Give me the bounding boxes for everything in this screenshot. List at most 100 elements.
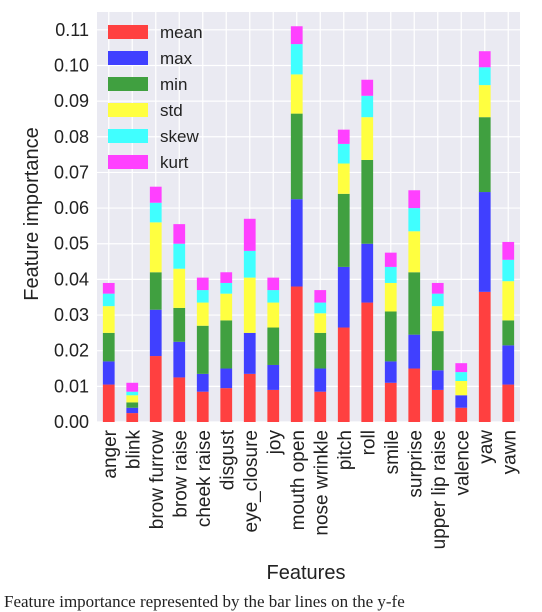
- bar-segment-skew-3: [173, 243, 186, 269]
- legend-label-min: min: [160, 75, 187, 94]
- bar-segment-std-4: [196, 302, 209, 326]
- x-tick-label: roll: [358, 430, 379, 455]
- y-tick-label: 0.06: [54, 198, 89, 218]
- x-tick-label: pitch: [335, 430, 356, 470]
- bar-segment-max-14: [431, 370, 444, 390]
- bar-segment-min-11: [361, 159, 374, 244]
- legend-label-max: max: [160, 49, 193, 68]
- bar-segment-max-5: [220, 368, 233, 389]
- bar-segment-mean-6: [243, 373, 256, 422]
- bar-segment-kurt-8: [290, 26, 303, 45]
- bar-segment-skew-12: [384, 266, 397, 283]
- bar-segment-min-13: [408, 272, 421, 335]
- legend: mean max min std skew kurt: [108, 23, 203, 172]
- x-tick-label: disgust: [217, 429, 238, 490]
- bar-segment-mean-17: [502, 384, 515, 422]
- bar-segment-mean-8: [290, 286, 303, 422]
- bar-segment-kurt-11: [361, 79, 374, 96]
- bar-segment-kurt-14: [431, 282, 444, 294]
- bar-segment-std-13: [408, 231, 421, 273]
- bar-segment-kurt-0: [102, 282, 115, 294]
- bar-segment-skew-2: [149, 202, 162, 223]
- bar-segment-mean-11: [361, 302, 374, 422]
- bar-segment-max-6: [243, 332, 256, 374]
- bar-segment-kurt-7: [267, 277, 280, 291]
- bar-segment-kurt-3: [173, 224, 186, 244]
- bar-segment-kurt-6: [243, 218, 256, 251]
- bar-segment-std-5: [220, 293, 233, 321]
- bar-segment-max-11: [361, 243, 374, 303]
- y-tick-label: 0.05: [54, 234, 89, 254]
- bar-segment-max-4: [196, 373, 209, 392]
- bar-segment-std-9: [314, 313, 327, 333]
- x-tick-label: anger: [100, 429, 121, 478]
- bar-segment-mean-2: [149, 356, 162, 422]
- bar-segment-skew-5: [220, 282, 233, 294]
- bar-segment-max-1: [126, 407, 139, 414]
- bar-segment-min-8: [290, 113, 303, 200]
- bar-segment-max-2: [149, 309, 162, 357]
- x-tick-label: upper lip raise: [429, 430, 450, 549]
- bar-segment-std-10: [337, 163, 350, 194]
- y-tick-label: 0.10: [54, 55, 89, 75]
- bar-segment-min-5: [220, 320, 233, 369]
- bar-segment-min-2: [149, 272, 162, 310]
- x-tick-label: cheek raise: [194, 430, 215, 527]
- bar-segment-mean-4: [196, 391, 209, 422]
- bar-segment-mean-3: [173, 377, 186, 422]
- y-tick-label: 0.01: [54, 376, 89, 396]
- y-tick-label: 0.02: [54, 341, 89, 361]
- bar-segment-std-11: [361, 117, 374, 160]
- legend-swatch-kurt: [108, 155, 148, 169]
- x-tick-label: valence: [452, 430, 473, 496]
- bar-segment-mean-14: [431, 389, 444, 422]
- bar-segment-min-10: [337, 193, 350, 267]
- bar-segment-min-0: [102, 332, 115, 362]
- bar-segment-min-7: [267, 327, 280, 365]
- bar-segment-max-17: [502, 345, 515, 385]
- legend-swatch-mean: [108, 25, 148, 39]
- legend-swatch-skew: [108, 129, 148, 143]
- bar-segment-skew-0: [102, 293, 115, 307]
- bar-segment-max-9: [314, 368, 327, 392]
- x-tick-label: brow raise: [170, 430, 191, 518]
- y-tick-label: 0.07: [54, 162, 89, 182]
- bar-segment-std-8: [290, 74, 303, 114]
- legend-swatch-max: [108, 51, 148, 65]
- legend-label-kurt: kurt: [160, 153, 189, 172]
- y-tick-label: 0.08: [54, 127, 89, 147]
- bar-segment-skew-17: [502, 259, 515, 282]
- x-tick-label: surprise: [405, 430, 426, 498]
- y-tick-label: 0.09: [54, 91, 89, 111]
- bar-segment-std-16: [478, 85, 491, 118]
- bar-segment-mean-7: [267, 389, 280, 422]
- bar-segment-skew-16: [478, 67, 491, 86]
- bar-segment-kurt-1: [126, 382, 139, 392]
- bar-segment-skew-6: [243, 250, 256, 278]
- legend-label-std: std: [160, 101, 183, 120]
- bar-segment-min-1: [126, 402, 139, 408]
- bar-segment-min-3: [173, 307, 186, 342]
- plot-area: [97, 12, 520, 422]
- bar-segment-skew-14: [431, 293, 444, 307]
- figure-caption: Feature importance represented by the ba…: [4, 592, 405, 611]
- x-tick-label: joy: [264, 430, 285, 456]
- bar-segment-skew-15: [455, 372, 468, 381]
- bar-segment-max-12: [384, 361, 397, 383]
- bar-segment-skew-7: [267, 290, 280, 303]
- legend-swatch-min: [108, 77, 148, 91]
- y-tick-label: 0.00: [54, 412, 89, 432]
- x-tick-label: yaw: [476, 430, 497, 464]
- bar-segment-max-8: [290, 199, 303, 287]
- bar-segment-max-13: [408, 334, 421, 369]
- bar-segment-std-17: [502, 281, 515, 321]
- bar-segment-max-16: [478, 192, 491, 292]
- legend-label-mean: mean: [160, 23, 203, 42]
- bar-segment-kurt-2: [149, 186, 162, 203]
- bar-segment-mean-15: [455, 407, 468, 422]
- y-tick-label: 0.04: [54, 269, 89, 289]
- x-tick-label: yawn: [499, 430, 520, 474]
- bar-segment-max-7: [267, 364, 280, 390]
- bar-segment-skew-11: [361, 95, 374, 118]
